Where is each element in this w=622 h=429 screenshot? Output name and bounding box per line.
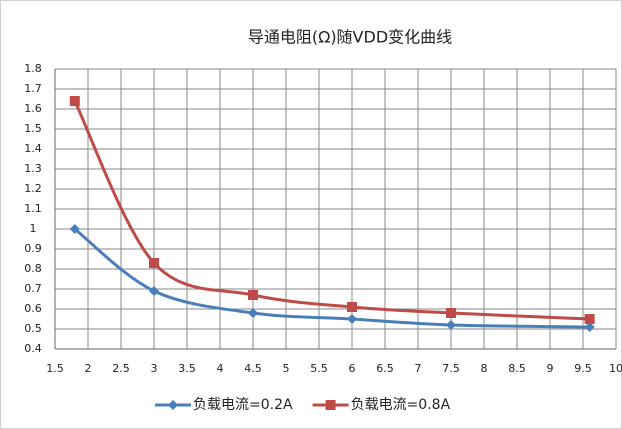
series-line	[73, 100, 590, 321]
y-tick-label: 0.9	[24, 242, 42, 255]
data-point	[584, 314, 595, 324]
x-tick-label: 5.5	[310, 362, 328, 375]
x-tick-label: 4.5	[244, 362, 262, 375]
x-tick-label: 3	[151, 362, 158, 375]
data-point	[69, 96, 80, 106]
y-tick-label: 1.1	[24, 202, 42, 215]
x-tick-label: 4	[217, 362, 224, 375]
y-tick-label: 0.7	[24, 282, 42, 295]
y-tick-label: 0.4	[24, 342, 42, 355]
data-point	[149, 258, 159, 268]
x-tick-label: 9	[547, 362, 554, 375]
x-tick-label: 6	[349, 362, 356, 375]
y-tick-label: 1.6	[24, 102, 42, 115]
legend-label: 负载电流=0.8A	[351, 397, 451, 413]
y-tick-label: 1.7	[24, 82, 42, 95]
y-tick-label: 1.4	[24, 142, 42, 155]
x-tick-label: 2.5	[112, 362, 130, 375]
data-point	[248, 290, 258, 300]
x-tick-label: 3.5	[178, 362, 196, 375]
data-point	[248, 308, 258, 318]
x-tick-label: 6.5	[376, 362, 394, 375]
legend-label: 负载电流=0.2A	[193, 397, 293, 413]
x-tick-label: 1.5	[46, 362, 64, 375]
legend-marker	[168, 400, 178, 410]
data-point	[446, 308, 456, 318]
x-tick-label: 8.5	[508, 362, 526, 375]
y-tick-label: 1.3	[24, 162, 42, 175]
data-point	[446, 320, 456, 330]
y-tick-label: 1	[30, 222, 37, 235]
x-tick-label: 7	[415, 362, 422, 375]
data-point	[347, 302, 357, 312]
data-point	[584, 322, 595, 332]
y-tick-label: 1.8	[24, 62, 42, 75]
y-tick-label: 0.5	[24, 322, 42, 335]
y-tick-label: 1.2	[24, 182, 42, 195]
y-tick-label: 0.8	[24, 262, 42, 275]
x-tick-label: 8	[481, 362, 488, 375]
y-tick-label: 1.5	[24, 122, 42, 135]
chart-title: 导通电阻(Ω)随VDD变化曲线	[248, 28, 452, 47]
x-tick-label: 10	[609, 362, 622, 375]
data-point	[69, 224, 80, 234]
y-tick-label: 0.6	[24, 302, 42, 315]
x-tick-label: 2	[85, 362, 92, 375]
x-tick-label: 9.5	[574, 362, 592, 375]
series-line	[73, 227, 590, 329]
legend-marker	[325, 400, 336, 410]
data-point	[347, 314, 357, 324]
x-tick-label: 7.5	[442, 362, 460, 375]
x-tick-label: 5	[283, 362, 290, 375]
data-point	[149, 286, 159, 296]
